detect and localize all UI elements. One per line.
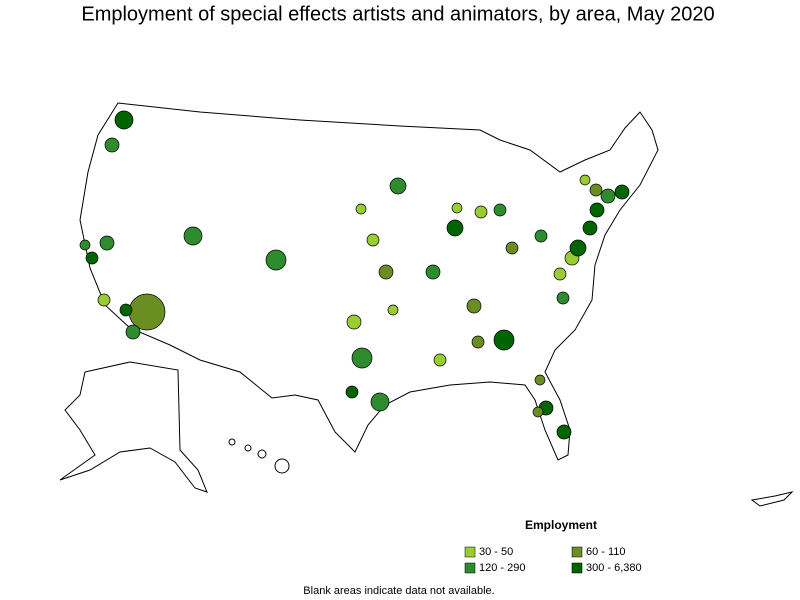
shaded-area (471, 335, 485, 349)
shaded-area (493, 329, 515, 351)
shaded-area (114, 110, 134, 130)
legend-label: 60 - 110 (586, 546, 626, 558)
shaded-area (589, 202, 605, 218)
shaded-area (346, 314, 362, 330)
shaded-area (183, 226, 203, 246)
shaded-area (589, 183, 603, 197)
shaded-area (569, 239, 587, 257)
legend-label: 300 - 6,380 (586, 562, 642, 574)
shaded-area (97, 293, 111, 307)
shaded-area (355, 203, 367, 215)
legend-swatch (464, 546, 476, 558)
shaded-area (265, 249, 287, 271)
alaska (59, 361, 208, 493)
legend-title: Employment (525, 518, 597, 532)
shaded-area (104, 137, 120, 153)
shaded-area (433, 353, 447, 367)
shaded-area (466, 298, 482, 314)
shaded-area (451, 202, 463, 214)
shaded-area (119, 303, 133, 317)
shaded-area (534, 374, 546, 386)
map-note: Blank areas indicate data not available. (303, 585, 494, 597)
shaded-area (582, 220, 598, 236)
shaded-area (600, 188, 616, 204)
lower-48 (79, 102, 659, 461)
legend: 30 - 50 60 - 110 120 - 290 300 - 6,380 (464, 546, 642, 574)
shaded-area (79, 239, 91, 251)
shaded-area (351, 347, 373, 369)
shaded-area (99, 235, 115, 251)
shaded-area (474, 205, 488, 219)
legend-swatch (571, 546, 583, 558)
shaded-area (425, 264, 441, 280)
shaded-area (493, 203, 507, 217)
shaded-area (387, 304, 399, 316)
shaded-area (579, 174, 591, 186)
legend-swatch (571, 562, 583, 574)
shaded-area (446, 219, 464, 237)
shaded-area (614, 184, 630, 200)
legend-swatch (464, 562, 476, 574)
shaded-area (532, 406, 544, 418)
shaded-area (125, 324, 141, 340)
shaded-area (128, 293, 166, 331)
legend-label: 30 - 50 (479, 546, 513, 558)
shaded-area (553, 267, 567, 281)
legend-label: 120 - 290 (479, 562, 525, 574)
areas (79, 110, 630, 440)
shaded-area (345, 385, 359, 399)
shaded-area (556, 291, 570, 305)
shaded-area (534, 229, 548, 243)
shaded-area (389, 177, 407, 195)
shaded-area (366, 233, 380, 247)
shaded-area (505, 241, 519, 255)
map (59, 102, 794, 507)
map-title: Employment of special effects artists an… (81, 3, 714, 25)
shaded-area (370, 392, 390, 412)
shaded-area (85, 251, 99, 265)
territory (750, 491, 794, 507)
shaded-area (378, 264, 394, 280)
shaded-area (556, 424, 572, 440)
hawaii (228, 438, 290, 474)
